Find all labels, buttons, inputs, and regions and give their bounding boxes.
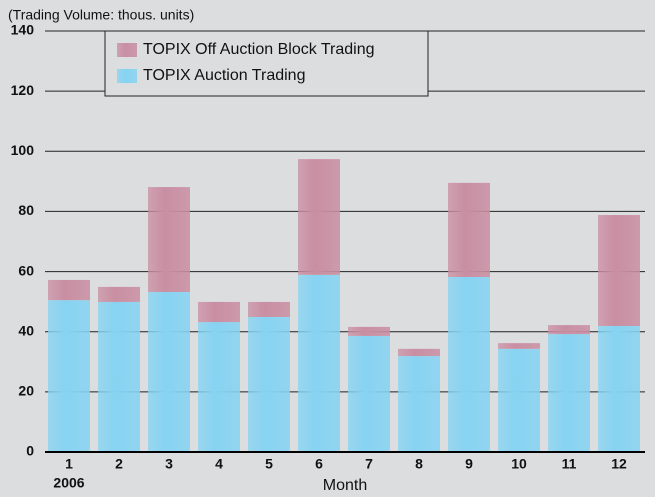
x-tick-label: 11 <box>562 456 577 472</box>
bar-segment <box>398 348 440 357</box>
y-tick-label: 140 <box>11 22 35 38</box>
bar-segment <box>548 325 590 335</box>
year-label: 2006 <box>53 475 84 491</box>
bar-segment <box>498 348 540 452</box>
y-tick-label: 0 <box>26 443 34 459</box>
bar-segment <box>248 301 290 317</box>
x-tick-label: 6 <box>315 456 323 472</box>
y-tick-label: 20 <box>18 383 34 399</box>
bar-segment <box>198 322 240 452</box>
bar-segment <box>248 316 290 452</box>
legend-label: TOPIX Off Auction Block Trading <box>143 41 375 58</box>
bar-segment <box>298 274 340 452</box>
x-tick-label: 10 <box>511 456 527 472</box>
bar-segment <box>298 159 340 275</box>
x-tick-label: 3 <box>165 456 173 472</box>
x-tick-label: 1 <box>65 456 73 472</box>
legend-swatch <box>117 69 137 83</box>
bar-segment <box>348 326 390 336</box>
bar-segment <box>198 301 240 323</box>
x-tick-label: 7 <box>365 456 373 472</box>
y-tick-label: 60 <box>18 262 34 278</box>
legend-label: TOPIX Auction Trading <box>143 67 305 84</box>
bar-segment <box>498 343 540 349</box>
annotation: (Trading Volume: thous. units) <box>8 7 194 23</box>
bar-segment <box>598 215 640 327</box>
x-tick-label: 9 <box>465 456 473 472</box>
bar-segment <box>48 300 90 452</box>
y-tick-label: 100 <box>11 142 35 158</box>
bar-segment <box>448 182 490 277</box>
y-tick-label: 40 <box>18 322 34 338</box>
y-tick-label: 120 <box>11 82 35 98</box>
bar-segment <box>598 326 640 452</box>
bar-segment <box>548 334 590 452</box>
bar-segment <box>448 276 490 452</box>
y-tick-label: 80 <box>18 202 34 218</box>
x-tick-label: 2 <box>115 456 123 472</box>
x-tick-label: 4 <box>215 456 223 472</box>
x-axis-label: Month <box>323 477 367 494</box>
x-tick-label: 12 <box>611 456 627 472</box>
bar-segment <box>148 292 190 452</box>
bar-segment <box>98 286 140 302</box>
bar-segment <box>98 301 140 452</box>
x-tick-label: 8 <box>415 456 423 472</box>
bar-segment <box>148 187 190 293</box>
legend-box <box>104 30 429 97</box>
x-tick-label: 5 <box>265 456 273 472</box>
legend-swatch <box>117 43 137 57</box>
bar-segment <box>398 356 440 452</box>
bar-segment <box>48 279 90 301</box>
bar-segment <box>348 335 390 452</box>
